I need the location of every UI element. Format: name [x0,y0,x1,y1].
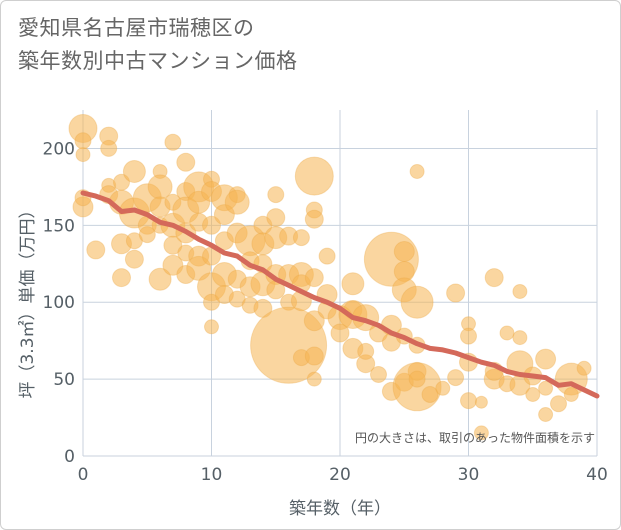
data-bubble [204,319,219,335]
data-bubble [538,407,554,422]
data-bubble [512,284,528,299]
data-bubble [460,327,477,345]
bubbles [68,114,592,441]
data-bubble [148,267,172,291]
x-tick-label: 20 [329,465,351,485]
data-bubble [357,342,375,360]
data-bubble [473,425,489,441]
title-line-2: 築年数別中古マンション価格 [18,49,298,73]
y-tick-label: 50 [53,370,75,390]
data-bubble [408,370,426,388]
title-line-1: 愛知県名古屋市瑞穂区の [18,16,255,40]
data-bubble [393,241,415,262]
data-bubble [318,247,336,265]
grid-lines [82,110,598,457]
data-bubble [138,226,156,244]
data-bubble [304,346,324,366]
data-bubble [224,189,250,215]
data-bubble [576,360,592,376]
y-tick-label: 0 [64,447,75,467]
data-bubble [446,283,466,303]
x-tick-label: 30 [458,465,480,485]
data-bubble [341,272,365,296]
data-bubble [512,330,528,346]
data-bubble [447,369,465,387]
data-bubble [304,268,324,288]
x-tick-label: 0 [78,465,89,485]
data-bubble [474,395,488,409]
data-bubble [550,395,567,413]
y-tick-labels: 0 50 100 150 200 [43,139,75,467]
data-bubble [176,152,196,172]
data-bubble [112,268,131,288]
data-bubble [306,371,322,387]
data-bubble [267,186,285,204]
data-bubble [202,215,221,235]
data-bubble [75,147,91,163]
data-bubble [124,249,144,269]
data-bubble [122,160,146,183]
data-bubble [86,240,106,260]
data-bubble [330,323,350,343]
y-tick-label: 100 [43,293,75,313]
data-bubble [460,392,477,410]
data-bubble [294,156,334,196]
data-bubble [163,235,183,255]
data-bubble [266,208,286,228]
data-bubble [74,132,92,150]
data-bubble [303,310,325,332]
data-bubble [421,386,439,403]
chart-title: 愛知県名古屋市瑞穂区の 築年数別中古マンション価格 [18,12,298,78]
data-bubble [164,133,182,151]
data-bubble [409,164,425,179]
x-tick-label: 40 [586,465,608,485]
x-tick-labels: 0 10 20 30 40 [78,465,608,485]
data-bubble [370,366,387,383]
data-bubble [538,380,554,396]
data-bubble [563,387,579,402]
data-bubble [186,255,212,281]
x-axis-label: 築年数（年） [289,499,391,519]
size-annotation: 円の大きさは、取引のあった物件面積を示す [355,430,595,445]
y-tick-label: 200 [43,139,75,159]
data-bubble [535,348,557,370]
y-axis-label: 坪（3.3㎡）単価（万円） [18,201,38,398]
data-bubble [203,293,220,311]
data-bubble [525,387,541,402]
data-bubble [304,209,324,229]
data-bubble [100,139,118,157]
data-bubble [400,285,434,319]
data-bubble [484,268,504,288]
x-tick-label: 10 [201,465,223,485]
data-bubble [292,229,310,247]
data-bubble [435,380,451,396]
data-bubble [499,325,515,341]
y-tick-label: 150 [43,216,75,236]
trend-line [80,190,600,399]
